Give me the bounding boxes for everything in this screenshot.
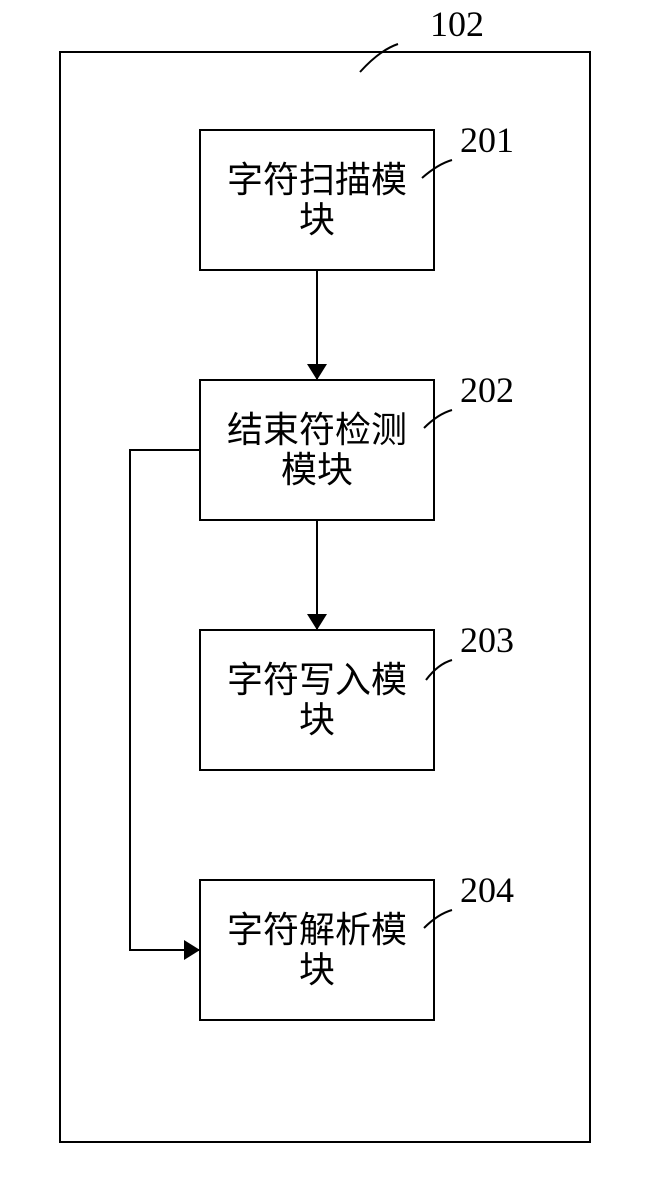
node-n203-line2: 块: [299, 700, 335, 740]
node-n201-line2: 块: [299, 200, 335, 240]
outer-leader: [360, 44, 398, 72]
node-n202-line2: 模块: [281, 450, 353, 490]
node-n201-line1: 字符扫描模: [227, 160, 407, 200]
edge-e3: [130, 450, 200, 950]
node-n204-line1: 字符解析模: [227, 910, 407, 950]
outer-label: 102: [430, 4, 484, 44]
node-n203-line1: 字符写入模: [227, 660, 407, 700]
arrowhead: [184, 940, 200, 960]
node-n204-label: 204: [460, 870, 514, 910]
node-n201-label: 201: [460, 120, 514, 160]
arrowhead: [307, 364, 327, 380]
node-n202-label: 202: [460, 370, 514, 410]
node-n202-line1: 结束符检测: [227, 410, 407, 450]
node-n204-line2: 块: [299, 950, 335, 990]
arrowhead: [307, 614, 327, 630]
node-n203-label: 203: [460, 620, 514, 660]
